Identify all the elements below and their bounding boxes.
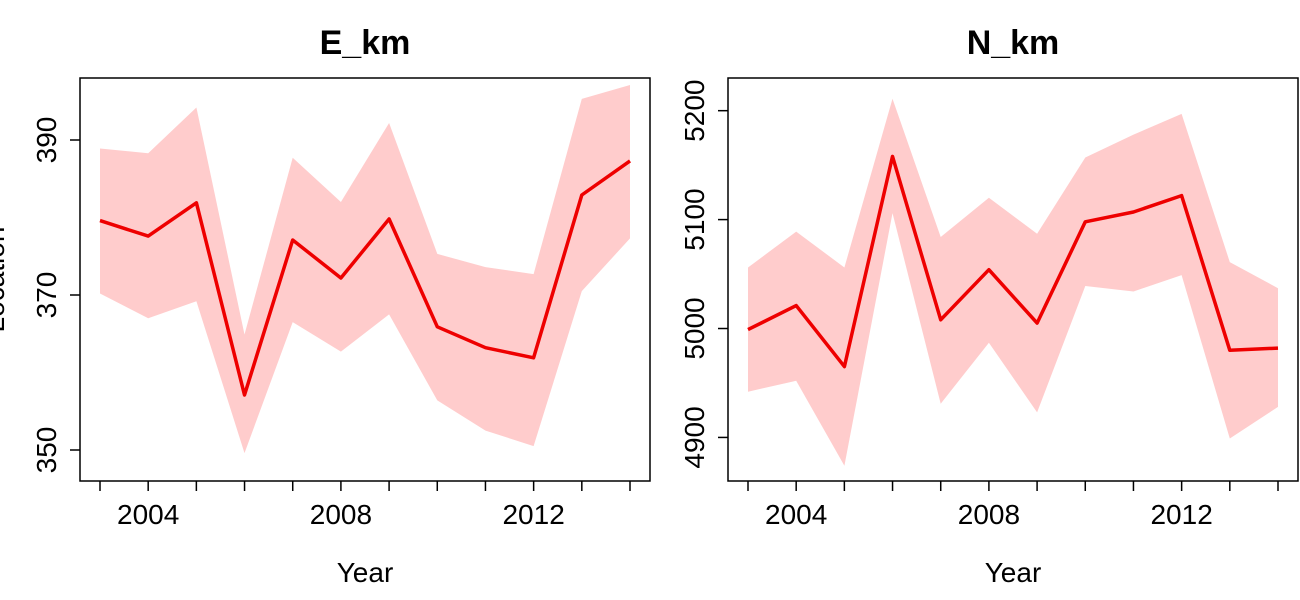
x-tick-label: 2012 <box>502 499 564 530</box>
x-axis-label: Year <box>985 557 1042 588</box>
panel-2: 2004 2008 2012 4900 5000 5100 5200 N_km Year <box>679 24 1299 588</box>
panel-1: 2004 2008 2012 350 370 390 E_km Year Location <box>0 24 651 588</box>
x-tick-label: 2012 <box>1150 499 1212 530</box>
y-axis-label: Location <box>0 227 10 333</box>
confidence-band <box>748 98 1278 466</box>
series-line <box>747 154 1279 369</box>
y-tick-label: 5200 <box>679 80 710 142</box>
x-tick-label: 2004 <box>765 499 827 530</box>
plot-frame <box>79 77 651 482</box>
y-tick-label: 370 <box>31 272 62 319</box>
y-tick-label: 5000 <box>679 297 710 359</box>
x-tick-label: 2008 <box>310 499 372 530</box>
confidence-band <box>100 85 630 454</box>
y-tick-label: 350 <box>31 427 62 474</box>
y-tick-label: 5100 <box>679 188 710 250</box>
y-tick-label: 390 <box>31 117 62 164</box>
chart-title: E_km <box>320 24 411 62</box>
x-axis-label: Year <box>337 557 394 588</box>
x-tick-label: 2008 <box>958 499 1020 530</box>
y-tick-label: 4900 <box>679 406 710 468</box>
series-line <box>99 159 632 397</box>
x-tick-label: 2004 <box>117 499 179 530</box>
chart-title: N_km <box>967 24 1060 62</box>
plot-frame <box>727 77 1299 482</box>
